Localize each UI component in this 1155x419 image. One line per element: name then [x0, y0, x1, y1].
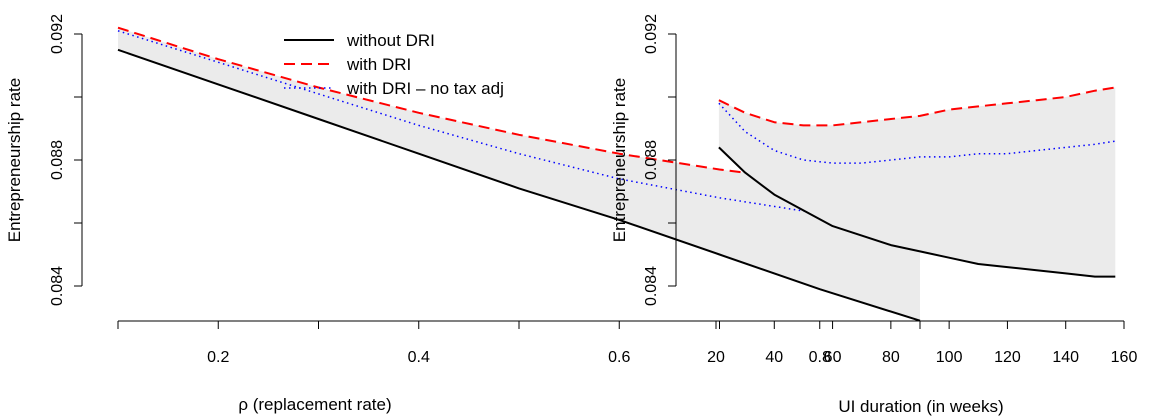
chart-panel-2: 20 40 60 80 100 120 140 160 0.084 0.088 0.092 UI du…: [610, 14, 1137, 416]
legend-label: with DRI – no tax adj: [346, 79, 504, 98]
y-tick-label: 0.084: [49, 266, 66, 306]
series-line-with-dri-no-tax-adj: [117, 30, 921, 221]
x-tick-label: 0.4: [408, 349, 430, 366]
y-axis-title: Entrepreneurship rate: [5, 78, 24, 242]
y-tick-label: 0.092: [643, 14, 660, 54]
x-axis-title: UI duration (in weeks): [838, 397, 1003, 416]
series-line-without-dri: [117, 48, 921, 322]
y-tick-label: 0.092: [49, 14, 66, 54]
series-line-with-dri: [718, 86, 1116, 127]
series-line-with-dri-no-tax-adj: [718, 102, 1116, 164]
x-tick-label: 0.6: [608, 349, 630, 366]
x-tick-label: 160: [1111, 349, 1138, 366]
x-tick-label: 140: [1052, 349, 1079, 366]
legend: without DRI with DRI with DRI – no tax adj: [284, 31, 504, 98]
x-tick-label: 0.8: [809, 349, 831, 366]
x-tick-label: 100: [936, 349, 963, 366]
x-tick-label: 60: [824, 349, 842, 366]
x-axis-title: ρ (replacement rate): [238, 395, 391, 414]
y-tick-label: 0.088: [49, 140, 66, 180]
chart-panel-1: 0.2 0.4 0.6 0.8 0.084 0.088 0.092 ρ (replacemen…: [5, 14, 921, 414]
x-tick-label: 120: [994, 349, 1021, 366]
x-tick-label: 20: [707, 349, 725, 366]
y-axis-title: Entrepreneurship rate: [610, 78, 629, 242]
series-line-without-dri: [718, 146, 1116, 278]
legend-label: with DRI: [346, 55, 411, 74]
y-tick-label: 0.084: [643, 266, 660, 306]
shaded-band: [718, 87, 1116, 277]
legend-label: without DRI: [346, 31, 435, 50]
x-tick-label: 80: [882, 349, 900, 366]
shaded-band: [118, 27, 920, 321]
x-tick-label: 40: [765, 349, 783, 366]
y-tick-label: 0.088: [643, 140, 660, 180]
x-tick-label: 0.2: [207, 349, 229, 366]
